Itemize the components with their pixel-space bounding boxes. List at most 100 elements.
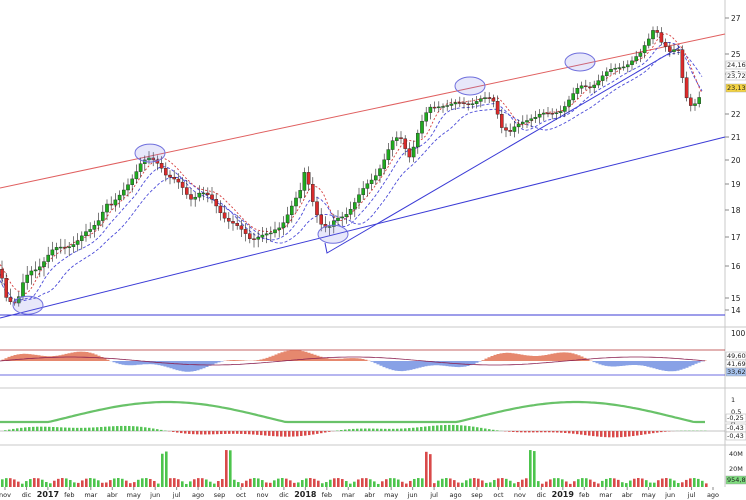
volume-bar [457, 482, 460, 487]
volume-bar [81, 480, 84, 487]
macd-histogram-bar [180, 431, 183, 434]
candle-body [655, 30, 659, 33]
volume-bar [317, 480, 320, 487]
macd-histogram-bar [260, 431, 263, 436]
volume-bar [489, 482, 492, 487]
volume-bar [493, 479, 496, 487]
x-axis-label: dic [279, 491, 289, 499]
x-axis-label: 2019 [552, 490, 575, 499]
volume-bar [49, 483, 52, 487]
x-axis-label: ago [192, 491, 204, 499]
candle-body [273, 229, 277, 234]
macd-histogram-bar [372, 428, 375, 431]
volume-bar [225, 450, 228, 487]
candle-body [218, 205, 223, 214]
volume-bar [441, 478, 444, 487]
macd-histogram-bar [544, 431, 547, 433]
macd-histogram-bar [28, 427, 31, 431]
candle-body [88, 229, 92, 232]
x-axis-label: mar [599, 491, 612, 499]
macd-histogram-bar [608, 431, 611, 438]
volume-bar [525, 478, 528, 487]
x-axis-label: jun [407, 491, 418, 499]
macd-histogram-bar [308, 431, 311, 436]
macd-histogram-bar [344, 429, 347, 431]
candle-body [0, 269, 4, 279]
x-axis-label: dic [22, 491, 32, 499]
volume-bar [425, 451, 428, 487]
candle-body [260, 234, 265, 238]
candle-body [239, 225, 244, 230]
highlight-ellipse [454, 76, 486, 96]
long-average-line [0, 51, 703, 302]
macd-histogram-bar [84, 427, 87, 431]
y-tick-label: 19 [731, 180, 741, 189]
value-tag [725, 431, 746, 441]
macd-histogram-bar [64, 427, 67, 431]
x-axis-label: jul [687, 491, 696, 499]
volume-bar [413, 478, 416, 487]
macd-histogram-bar [632, 431, 635, 437]
x-axis-label: feb [64, 491, 74, 499]
x-axis-label: nov [256, 491, 268, 499]
candle-body [395, 137, 399, 141]
candle-body [567, 99, 571, 107]
macd-histogram-bar [24, 427, 27, 431]
macd-histogram-bar [116, 426, 119, 431]
volume-bar [185, 483, 188, 487]
candle-body [67, 246, 71, 248]
volume-bar [501, 478, 504, 487]
macd-histogram-bar [236, 431, 239, 434]
volume-bar [293, 482, 296, 487]
macd-histogram-bar [564, 431, 567, 433]
candle-body [100, 211, 105, 221]
candle-body [453, 102, 458, 105]
macd-histogram-bar [648, 431, 651, 434]
macd-histogram-bar [604, 431, 607, 438]
macd-histogram-bar [396, 428, 399, 431]
candle-body [386, 149, 391, 161]
x-axis-label: feb [322, 491, 332, 499]
macd-histogram-bar [452, 424, 455, 431]
volume-bar [113, 478, 116, 487]
candle-body [449, 103, 454, 106]
volume-bar [689, 478, 692, 487]
macd-histogram-bar [292, 431, 295, 437]
volume-bar [601, 480, 604, 487]
volume-bar [473, 478, 476, 487]
macd-histogram-bar [600, 431, 603, 437]
volume-bar [545, 481, 548, 487]
x-axis-label: nov [0, 491, 11, 499]
volume-bar [329, 479, 332, 487]
macd-histogram-bar [120, 425, 123, 431]
volume-bar [389, 478, 392, 487]
volume-bar [29, 479, 32, 487]
macd-histogram-bar [272, 431, 275, 437]
macd-histogram-bar [36, 426, 39, 431]
macd-histogram-bar [640, 431, 643, 435]
volume-bar [33, 478, 36, 487]
highlight-ellipse [564, 52, 596, 72]
volume-bar [109, 480, 112, 487]
x-axis-label: oct [493, 491, 504, 499]
osc-negative-area [109, 361, 704, 372]
macd-histogram-bar [364, 428, 367, 431]
candle-body [344, 214, 349, 218]
macd-histogram-bar [152, 428, 155, 431]
candle-body [663, 42, 668, 47]
x-axis-label: jun [664, 491, 675, 499]
candle-body [554, 112, 559, 114]
volume-bar [45, 481, 48, 487]
macd-histogram-bar [420, 426, 423, 431]
candle-body [306, 172, 311, 185]
y-tick-label: 17 [731, 233, 741, 242]
volume-bar [417, 478, 420, 487]
candle-body [264, 233, 269, 236]
macd-histogram-bar [312, 431, 315, 435]
volume-bar [565, 481, 568, 487]
candle-body [197, 192, 202, 198]
candle-body [138, 163, 143, 172]
candle-body [50, 249, 55, 256]
macd-histogram-bar [188, 431, 191, 434]
